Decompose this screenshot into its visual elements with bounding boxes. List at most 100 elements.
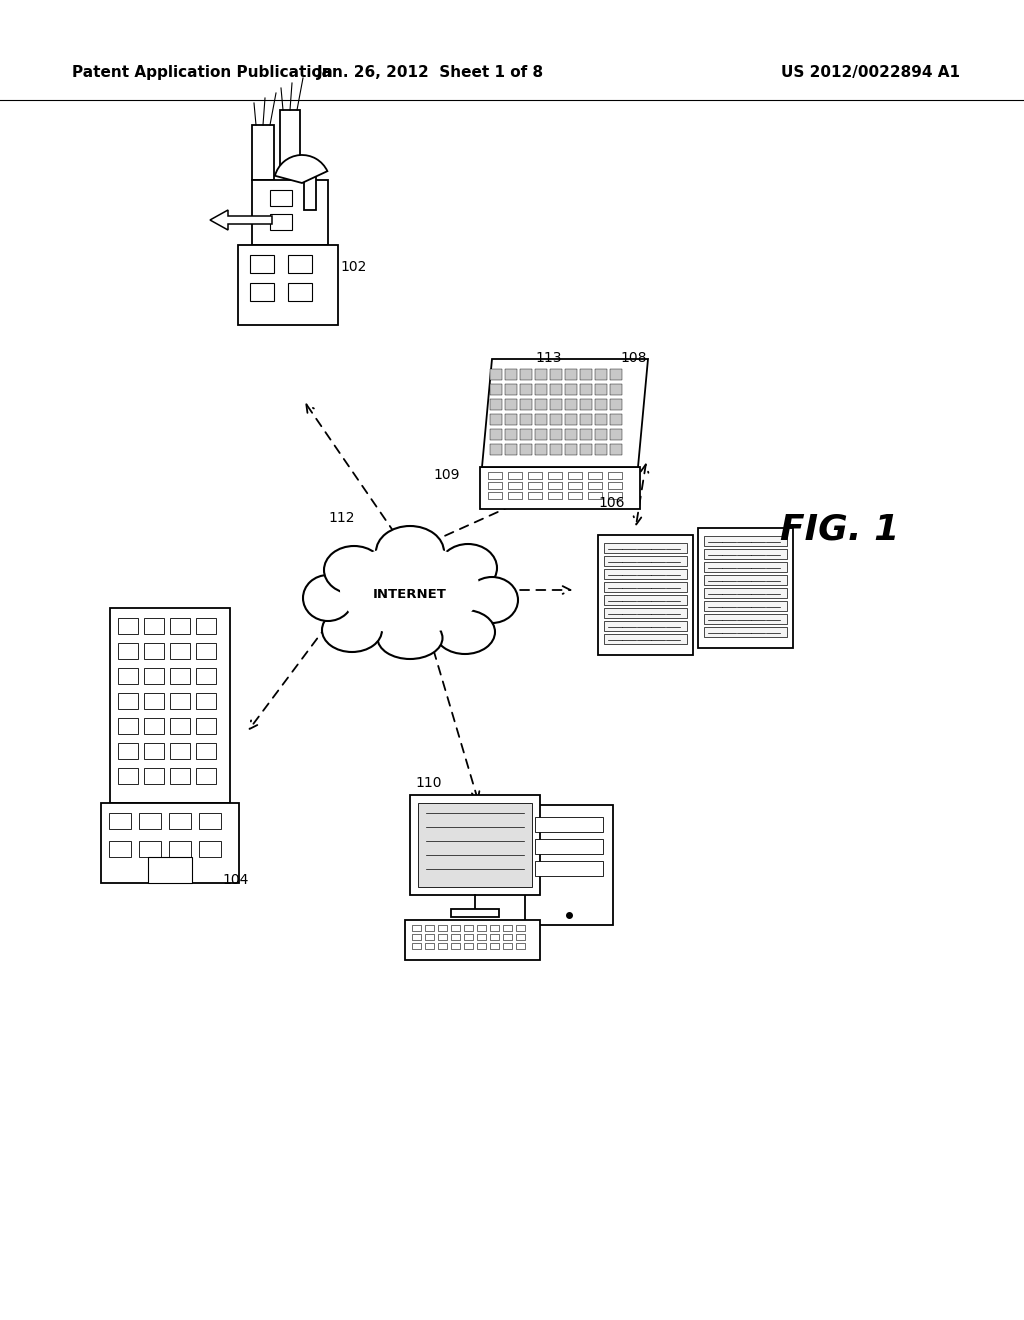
Bar <box>438 942 447 949</box>
Bar <box>238 246 338 325</box>
Ellipse shape <box>340 545 480 635</box>
Bar <box>252 180 328 246</box>
Bar <box>118 718 138 734</box>
Bar <box>288 282 312 301</box>
Bar <box>580 399 592 411</box>
Bar <box>464 925 473 931</box>
Bar <box>490 370 502 380</box>
Bar <box>451 942 460 949</box>
Bar <box>520 444 532 455</box>
Text: 113: 113 <box>535 351 561 366</box>
Bar <box>503 942 512 949</box>
Bar <box>550 384 562 395</box>
Bar <box>604 569 687 579</box>
Bar <box>535 861 603 876</box>
Bar <box>199 841 221 857</box>
Wedge shape <box>275 154 328 183</box>
Bar <box>196 693 216 709</box>
Bar <box>516 925 525 931</box>
Bar <box>252 125 274 180</box>
Text: 108: 108 <box>620 351 646 366</box>
Text: FIG. 1: FIG. 1 <box>780 513 900 546</box>
Bar <box>505 370 517 380</box>
Bar <box>196 618 216 634</box>
Ellipse shape <box>322 609 382 652</box>
Bar <box>535 817 603 832</box>
Bar <box>705 627 787 638</box>
Bar <box>280 110 300 170</box>
Bar <box>520 399 532 411</box>
Text: 102: 102 <box>340 260 367 275</box>
Bar <box>418 803 532 887</box>
Bar <box>199 813 221 829</box>
Bar <box>170 618 190 634</box>
Text: 106: 106 <box>598 496 625 510</box>
Bar <box>144 643 164 659</box>
Bar <box>595 414 607 425</box>
Bar <box>516 942 525 949</box>
Bar <box>118 618 138 634</box>
Bar <box>508 473 522 479</box>
Bar <box>490 384 502 395</box>
Bar <box>250 255 274 273</box>
Bar <box>118 693 138 709</box>
Bar <box>705 562 787 572</box>
Bar <box>608 473 622 479</box>
Bar <box>588 482 602 488</box>
Bar <box>528 492 542 499</box>
Bar <box>139 841 161 857</box>
Bar <box>270 214 292 230</box>
Bar <box>144 718 164 734</box>
Ellipse shape <box>376 525 444 578</box>
Bar <box>505 399 517 411</box>
Bar <box>548 482 562 488</box>
Bar <box>480 467 640 510</box>
Bar <box>604 582 687 591</box>
Bar <box>595 384 607 395</box>
Bar <box>101 803 239 883</box>
Bar <box>604 620 687 631</box>
Bar <box>508 492 522 499</box>
Bar <box>528 482 542 488</box>
Bar <box>588 473 602 479</box>
Bar <box>464 942 473 949</box>
Bar <box>588 492 602 499</box>
Bar <box>503 925 512 931</box>
FancyArrowPatch shape <box>445 496 534 536</box>
Bar <box>528 473 542 479</box>
Bar <box>196 668 216 684</box>
Ellipse shape <box>466 577 518 623</box>
Bar <box>520 414 532 425</box>
Bar <box>490 935 499 940</box>
Bar <box>170 743 190 759</box>
Bar <box>698 528 793 648</box>
Bar <box>304 165 316 210</box>
Bar <box>425 942 434 949</box>
Bar <box>425 935 434 940</box>
Text: US 2012/0022894 A1: US 2012/0022894 A1 <box>781 65 961 81</box>
Bar <box>580 444 592 455</box>
Bar <box>548 473 562 479</box>
Bar <box>705 601 787 611</box>
Bar <box>568 482 582 488</box>
Bar <box>610 399 622 411</box>
Bar <box>610 370 622 380</box>
Bar <box>490 414 502 425</box>
Bar <box>565 414 577 425</box>
Bar <box>118 743 138 759</box>
Bar <box>580 414 592 425</box>
Bar <box>550 444 562 455</box>
Ellipse shape <box>439 544 497 591</box>
Bar <box>406 920 540 960</box>
Bar <box>505 414 517 425</box>
Bar <box>503 935 512 940</box>
Bar <box>109 813 131 829</box>
Text: Jan. 26, 2012  Sheet 1 of 8: Jan. 26, 2012 Sheet 1 of 8 <box>316 65 544 81</box>
FancyArrowPatch shape <box>250 612 337 729</box>
Text: 104: 104 <box>222 873 249 887</box>
Bar <box>477 935 486 940</box>
Bar <box>580 370 592 380</box>
Bar <box>451 925 460 931</box>
Bar <box>118 768 138 784</box>
Bar <box>505 384 517 395</box>
